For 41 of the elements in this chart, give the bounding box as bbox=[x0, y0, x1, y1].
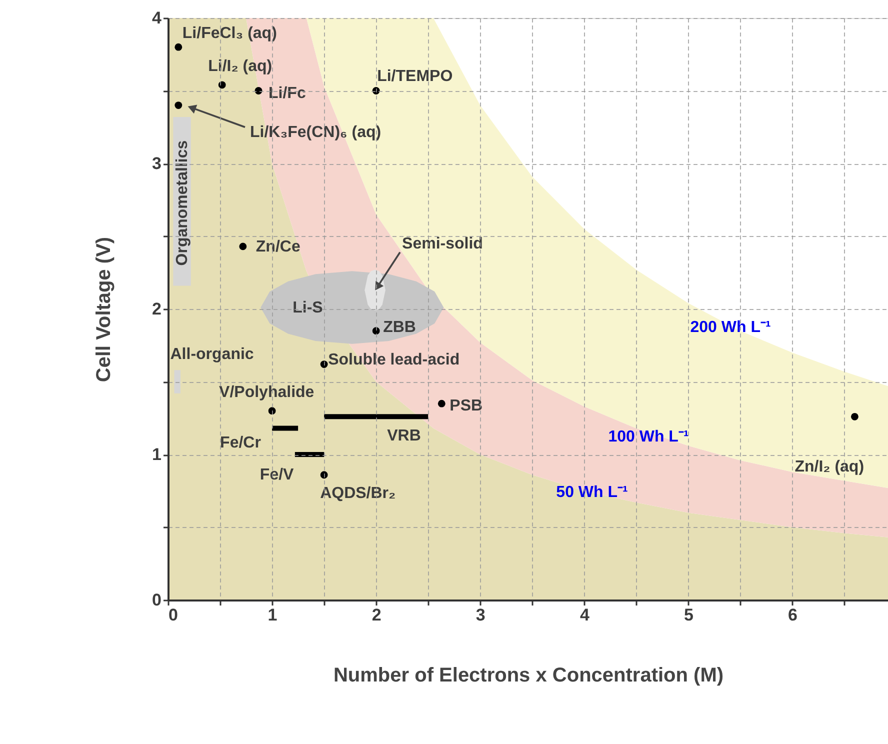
annotation: 200 Wh L⁻¹ bbox=[690, 318, 771, 336]
annotation: Li/I₂ (aq) bbox=[208, 58, 272, 75]
point bbox=[239, 242, 247, 250]
annotation: Soluble lead-acid bbox=[328, 351, 460, 368]
annotation: All-organic bbox=[170, 346, 254, 364]
annotation: Fe/Cr bbox=[220, 434, 261, 452]
annotation: Zn/Ce bbox=[256, 238, 300, 256]
point bbox=[438, 400, 446, 408]
y-axis-title: Cell Voltage (V) bbox=[93, 236, 116, 382]
annotation: Li/Fc bbox=[268, 84, 306, 102]
annotation: ZBB bbox=[383, 318, 416, 336]
annotation: Organometallics bbox=[174, 140, 192, 266]
annotation: 100 Wh L⁻¹ bbox=[608, 428, 689, 446]
x-tick-label: 2 bbox=[372, 606, 382, 624]
y-tick-label: 2 bbox=[152, 300, 162, 318]
x-tick-label: 3 bbox=[476, 606, 486, 624]
y-tick-label: 1 bbox=[152, 445, 162, 464]
x-tick-label: 0 bbox=[168, 606, 178, 624]
annotation: PSB bbox=[450, 398, 483, 415]
x-tick-label: 5 bbox=[684, 606, 694, 624]
annotation: VRB bbox=[387, 428, 421, 445]
annotation: Fe/V bbox=[260, 466, 294, 484]
annotation: Li/K₃Fe(CN)₆ (aq) bbox=[250, 124, 382, 142]
y-tick-label: 4 bbox=[152, 8, 162, 28]
annotation: Semi-solid bbox=[402, 235, 483, 252]
x-axis-title: Number of Electrons x Concentration (M) bbox=[333, 664, 724, 686]
annotation: AQDS/Br₂ bbox=[320, 484, 396, 502]
annotation: Zn/I₂ (aq) bbox=[794, 458, 864, 476]
point bbox=[174, 43, 182, 51]
annotation: V/Polyhalide bbox=[219, 384, 314, 401]
annotation: Li/TEMPO bbox=[377, 68, 453, 85]
x-tick-label: 1 bbox=[268, 606, 278, 624]
annotation: Li/FeCl₃ (aq) bbox=[182, 25, 277, 42]
point bbox=[850, 412, 858, 420]
y-tick-label: 0 bbox=[152, 590, 162, 610]
annotation: Li-S bbox=[292, 300, 324, 317]
annotation: 50 Wh L⁻¹ bbox=[556, 484, 628, 501]
x-tick-label: 4 bbox=[580, 606, 590, 624]
point bbox=[174, 102, 182, 109]
y-tick-label: 3 bbox=[152, 154, 162, 173]
x-tick-label: 6 bbox=[788, 606, 798, 624]
